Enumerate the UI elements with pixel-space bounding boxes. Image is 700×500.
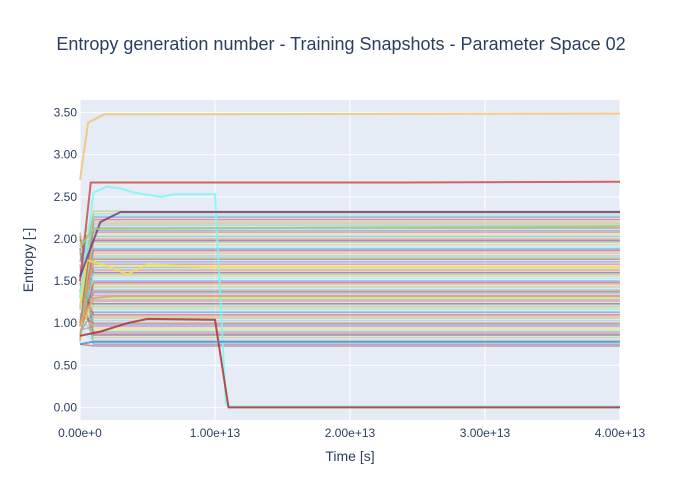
x-axis-ticks: 0.00e+0 1.00e+13 2.00e+13 3.00e+13 4.00e+13 bbox=[58, 426, 645, 440]
highlighted-series-group bbox=[79, 112, 621, 409]
background-series-group bbox=[79, 210, 620, 347]
series-line bbox=[79, 241, 620, 244]
series-line bbox=[79, 311, 620, 333]
x-axis-title: Time [s] bbox=[325, 448, 374, 464]
x-tick-label: 3.00e+13 bbox=[460, 426, 511, 440]
series-line bbox=[79, 211, 620, 278]
y-tick-label: 2.50 bbox=[54, 190, 78, 204]
series-line bbox=[79, 112, 621, 181]
x-tick-label: 4.00e+13 bbox=[595, 426, 646, 440]
x-tick-label: 2.00e+13 bbox=[325, 426, 376, 440]
y-tick-label: 0.00 bbox=[54, 400, 78, 414]
series-line bbox=[79, 225, 621, 248]
y-axis-ticks: 0.00 0.50 1.00 1.50 2.00 2.50 3.00 3.50 bbox=[54, 106, 78, 415]
series-line bbox=[79, 343, 620, 347]
series-line bbox=[79, 325, 620, 331]
x-tick-label: 0.00e+0 bbox=[58, 426, 102, 440]
y-tick-label: 3.50 bbox=[54, 106, 78, 120]
series-line bbox=[79, 295, 620, 324]
series-line bbox=[79, 185, 620, 408]
series-line bbox=[79, 340, 620, 346]
series-line bbox=[79, 317, 620, 409]
series-line bbox=[79, 180, 621, 282]
y-tick-label: 1.50 bbox=[54, 274, 78, 288]
y-tick-label: 3.00 bbox=[54, 148, 78, 162]
y-axis-title: Entropy [-] bbox=[20, 228, 36, 293]
y-tick-label: 2.00 bbox=[54, 232, 78, 246]
y-tick-label: 0.50 bbox=[54, 358, 78, 372]
x-tick-label: 1.00e+13 bbox=[190, 426, 241, 440]
chart-title: Entropy generation number - Training Sna… bbox=[56, 34, 625, 54]
y-tick-label: 1.00 bbox=[54, 316, 78, 330]
